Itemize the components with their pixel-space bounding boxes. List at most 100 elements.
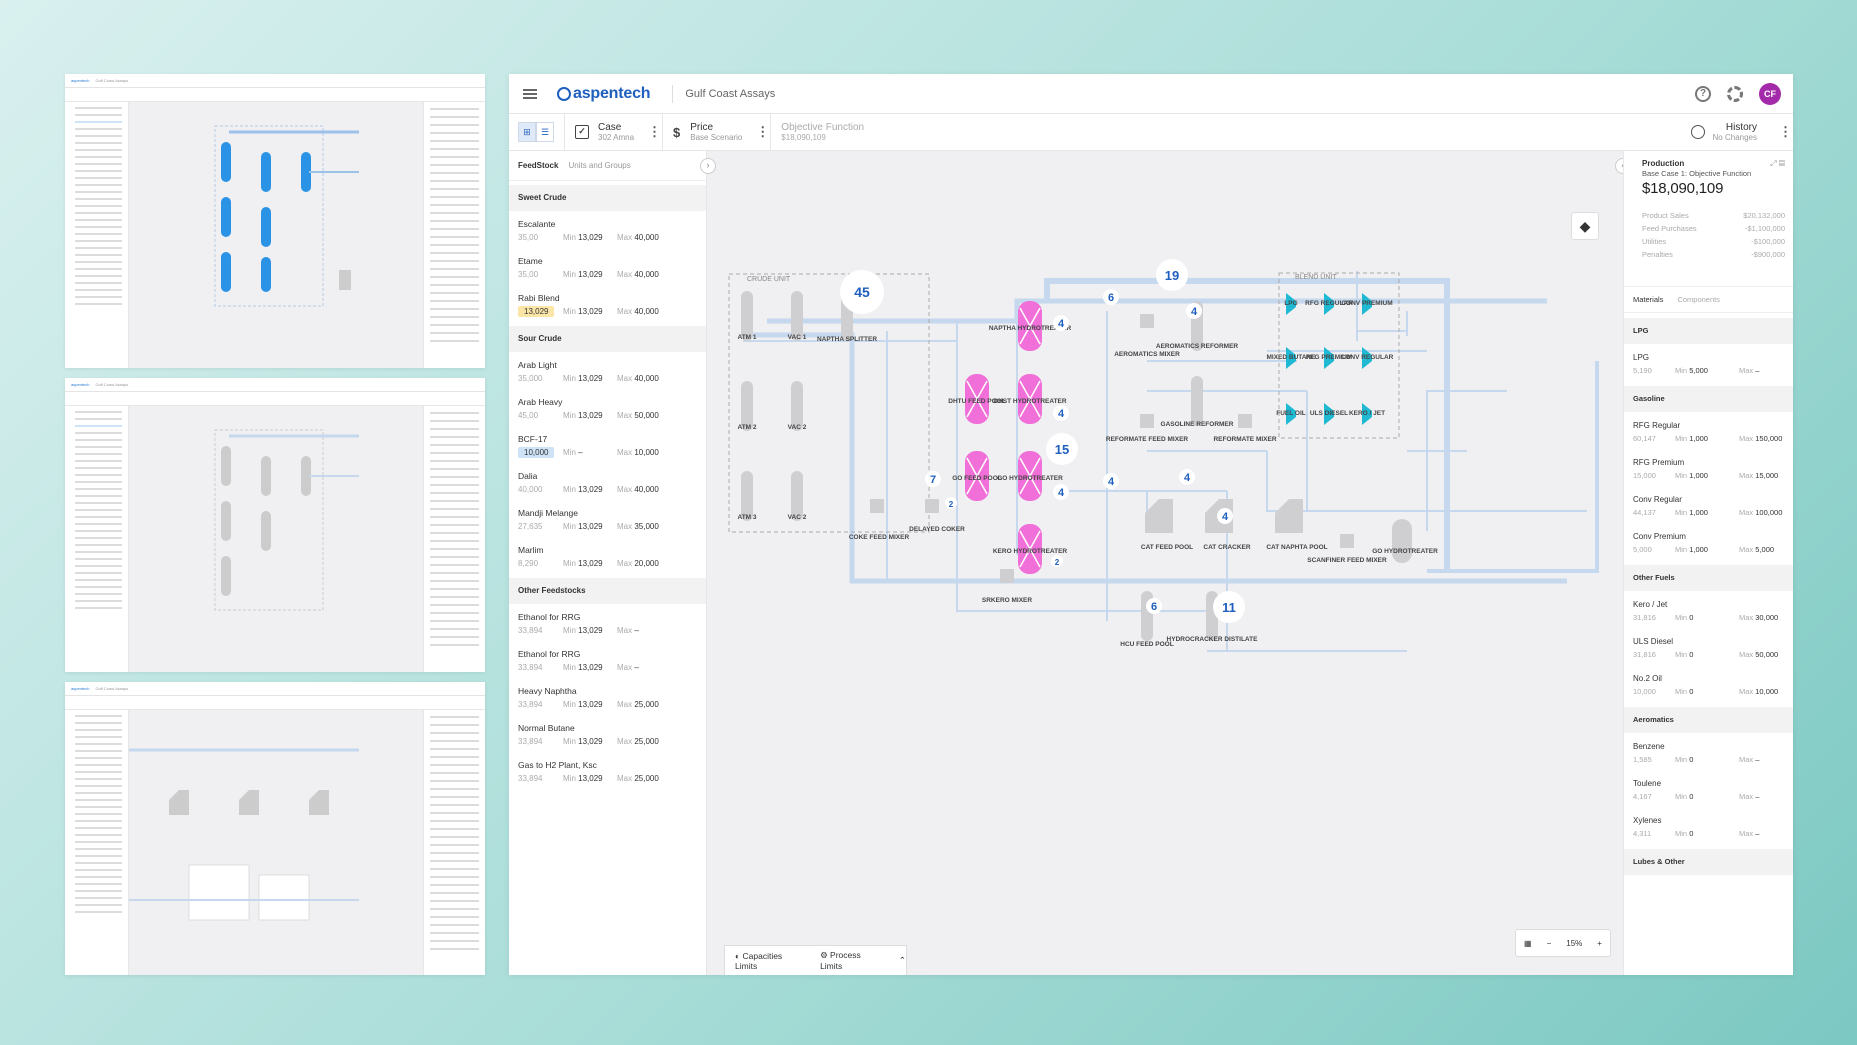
teal-unit[interactable] [1286,347,1296,369]
teal-unit[interactable] [1362,403,1372,425]
unit-label[interactable]: GO FEED POOL [952,475,1002,482]
unit-label[interactable]: HYDROCRACKER DISTILATE [1167,636,1259,643]
unit-label[interactable]: AEROMATICS MIXER [1114,351,1180,358]
unit-label[interactable]: ULS DIESEL [1310,410,1348,417]
unit-label[interactable]: VAC 2 [788,424,807,431]
unit-label[interactable]: GASOLINE REFORMER [1161,421,1234,428]
feed-item[interactable]: Etame 35,00 Min 13,029 Max 40,000 [509,248,706,285]
case-more-icon[interactable]: ⋮ [648,124,662,139]
flowsheet-canvas[interactable]: CRUDE UNIT BLEND UNIT ATM 1 ATM 2 ATM 3 VAC 1… [707,151,1623,975]
pink-unit-cross[interactable] [966,380,988,418]
pink-unit-cross[interactable] [1019,530,1041,568]
pink-unit-cross[interactable] [1019,380,1041,418]
material-item[interactable]: Conv Regular 44,137 Min 1,000 Max 100,00… [1624,486,1793,523]
feed-item[interactable]: Marlim 8,290 Min 13,029 Max 20,000 [509,537,706,574]
unit-label[interactable]: RFG REGULAR [1305,300,1353,307]
grey-unit[interactable] [1275,499,1303,533]
zoom-in-button[interactable]: + [1597,938,1602,948]
left-panel-collapse-icon[interactable]: › [700,158,716,174]
unit-label[interactable]: VAC 1 [788,334,807,341]
list-view-icon[interactable]: ☰ [536,122,554,142]
unit-label[interactable]: COKE FEED MIXER [849,534,910,541]
pink-unit-cross[interactable] [1019,457,1041,495]
unit-label[interactable]: DELAYED COKER [909,526,965,533]
unit-label[interactable]: CONV PREMIUM [1341,300,1392,307]
help-icon[interactable]: ? [1695,85,1711,102]
material-item[interactable]: Benzene 1,585 Min 0 Max – [1624,733,1793,770]
unit-label[interactable]: HCU FEED POOL [1120,641,1173,648]
grey-unit[interactable] [1191,376,1203,426]
panel-tools-icons[interactable]: ⤢ ▤ [1770,159,1785,168]
grey-unit[interactable] [1145,499,1173,533]
grey-unit[interactable] [1140,414,1154,428]
grey-unit[interactable] [870,499,884,513]
expand-chevron-icon[interactable]: ⌃ [898,955,906,965]
feed-item[interactable]: Dalia 40,000 Min 13,029 Max 40,000 [509,463,706,500]
grey-unit[interactable] [1340,534,1354,548]
grey-unit[interactable] [925,499,939,513]
unit-label[interactable]: SCANFINER FEED MIXER [1307,557,1387,564]
unit-label[interactable]: RFG PREMIUM [1306,354,1352,361]
refinery-flowsheet[interactable]: CRUDE UNIT BLEND UNIT ATM 1 ATM 2 ATM 3 VAC 1… [707,151,1623,975]
unit-label[interactable]: GO HYDROTREATER [997,475,1063,482]
material-item[interactable]: LPG 5,190 Min 5,000 Max – [1624,344,1793,381]
tab-units-and-groups[interactable]: Units and Groups [568,161,631,170]
unit-label[interactable]: REFORMATE FEED MIXER [1106,436,1189,443]
grey-unit[interactable] [1392,519,1412,563]
unit-label[interactable]: CAT CRACKER [1203,544,1250,551]
blend-unit-group[interactable] [1278,272,1400,439]
grey-unit[interactable] [741,291,753,341]
grey-unit[interactable] [1140,314,1154,328]
crude-unit-group[interactable] [728,273,930,533]
pink-unit-cross[interactable] [966,457,988,495]
teal-unit[interactable] [1362,293,1372,315]
tab-components[interactable]: Components [1677,295,1720,304]
unit-label[interactable]: SRKERO MIXER [982,597,1033,604]
feed-item[interactable]: Heavy Naphtha 33,894 Min 13,029 Max 25,0… [509,678,706,715]
history-more-icon[interactable]: ⋮ [1779,124,1792,139]
feed-item[interactable]: Ethanol for RRG 33,894 Min 13,029 Max – [509,604,706,641]
aspentech-logo[interactable]: aspentech [557,85,651,103]
feed-item[interactable]: Mandji Melange 27,635 Min 13,029 Max 35,… [509,500,706,537]
material-item[interactable]: No.2 Oil 10,000 Min 0 Max 10,000 [1624,665,1793,702]
pink-unit-cross[interactable] [1019,307,1041,345]
grey-unit[interactable] [791,381,803,431]
tab-feedstock[interactable]: FeedStock [518,161,559,170]
feed-item[interactable]: Arab Heavy 45,00 Min 13,029 Max 50,000 [509,389,706,426]
user-avatar[interactable]: CF [1759,82,1781,105]
case-selector[interactable]: ✓ Case 302 Amna ⋮ [564,113,664,151]
feed-item[interactable]: Arab Light 35,000 Min 13,029 Max 40,000 [509,352,706,389]
unit-label[interactable]: FUEL OIL [1276,410,1306,417]
feed-item[interactable]: Ethanol for RRG 33,894 Min 13,029 Max – [509,641,706,678]
unit-label[interactable]: REFORMATE MIXER [1213,436,1276,443]
grey-unit[interactable] [1000,569,1014,583]
unit-label[interactable]: KERO / JET [1349,410,1385,417]
feed-item[interactable]: Rabi Blend 13,029 Min 13,029 Max 40,000 [509,285,706,322]
teal-unit[interactable] [1286,293,1296,315]
unit-label[interactable]: NAPTHA HYDROTREATER [989,325,1072,332]
unit-label[interactable]: CAT NAPHTA POOL [1266,544,1327,551]
unit-label[interactable]: ATM 1 [737,334,756,341]
unit-label[interactable]: CONV REGULAR [1341,354,1394,361]
history-button[interactable]: History No Changes ⋮ [1690,122,1793,143]
unit-label[interactable]: DHTU FEED POOL [948,398,1005,405]
capacities-limits-tab[interactable]: ◐ Capacities Limits [735,950,783,971]
teal-unit[interactable] [1286,403,1296,425]
zoom-out-button[interactable]: − [1546,938,1552,948]
layers-icon[interactable]: ◆ [1571,212,1599,240]
grey-unit[interactable] [1238,414,1252,428]
process-limits-tab[interactable]: ⚙ Process Limits [820,950,861,971]
grey-unit[interactable] [1141,591,1153,641]
feed-item[interactable]: Normal Butane 33,894 Min 13,029 Max 25,0… [509,715,706,752]
teal-unit[interactable] [1324,403,1334,425]
unit-label[interactable]: ATM 2 [737,424,756,431]
teal-unit[interactable] [1324,347,1334,369]
unit-label[interactable]: DHST HYDROTREATER [993,398,1066,405]
unit-label[interactable]: VAC 2 [788,514,807,521]
material-item[interactable]: Toulene 4,167 Min 0 Max – [1624,770,1793,807]
grey-unit[interactable] [791,471,803,521]
settings-gear-icon[interactable] [1727,85,1743,102]
material-item[interactable]: Kero / Jet 31,816 Min 0 Max 30,000 [1624,591,1793,628]
map-icon[interactable]: ▦ [1524,938,1532,948]
tab-materials[interactable]: Materials [1633,295,1664,304]
